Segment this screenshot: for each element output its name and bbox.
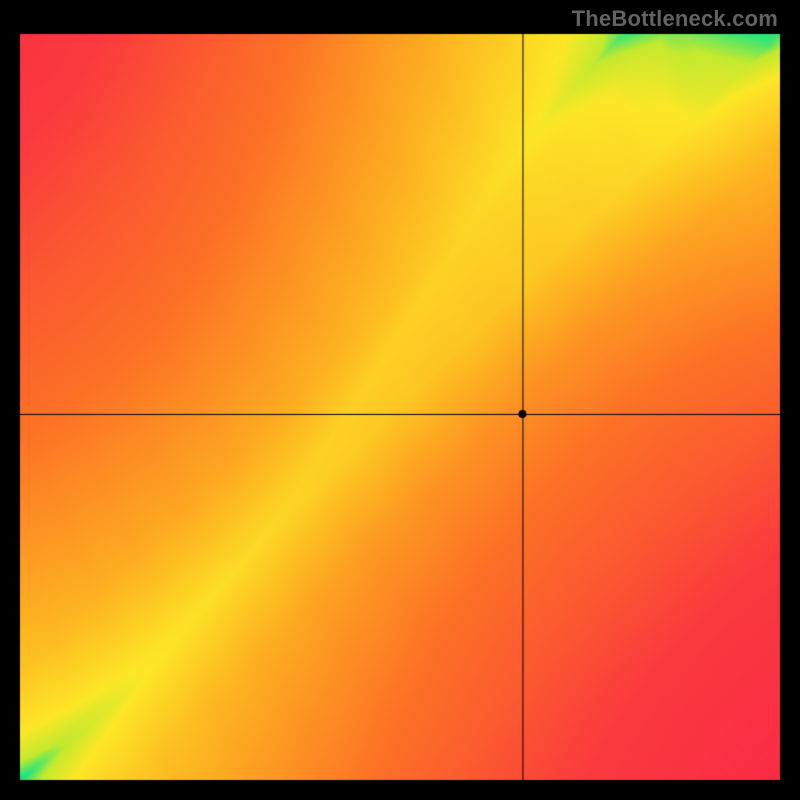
chart-container: TheBottleneck.com bbox=[0, 0, 800, 800]
watermark-text: TheBottleneck.com bbox=[572, 6, 778, 32]
heatmap-canvas bbox=[0, 0, 800, 800]
